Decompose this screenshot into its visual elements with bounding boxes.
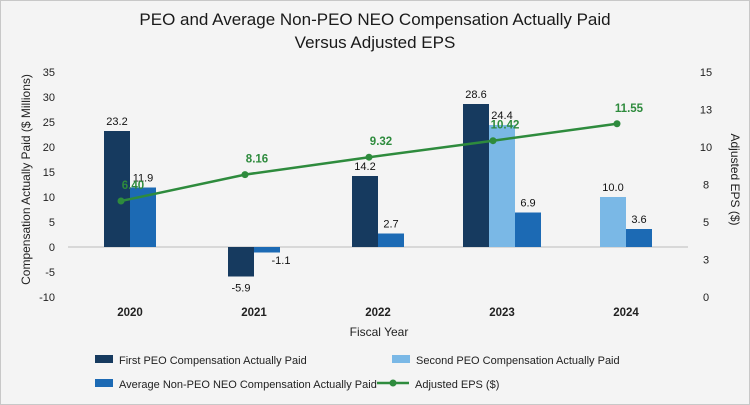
y2-tick-label: 8 [703, 180, 709, 192]
eps-data-label: 10.42 [491, 120, 520, 132]
y-tick-label: 15 [43, 167, 55, 179]
axes: 35302520151050-5-101513108530Compensatio… [19, 67, 742, 339]
x-tick-label: 2021 [241, 307, 267, 319]
eps-point [117, 197, 125, 205]
x-tick-label: 2023 [489, 307, 515, 319]
y-tick-label: -10 [39, 292, 55, 304]
eps-point [613, 120, 621, 128]
y2-tick-label: 13 [700, 105, 712, 117]
y2-tick-label: 0 [703, 292, 709, 304]
bar [378, 233, 404, 247]
legend-swatch [392, 355, 410, 363]
legend-label: First PEO Compensation Actually Paid [119, 355, 307, 367]
eps-line [117, 120, 621, 205]
chart-title-line-2: Versus Adjusted EPS [294, 33, 456, 52]
legend-label: Second PEO Compensation Actually Paid [416, 355, 620, 367]
y-tick-label: 30 [43, 92, 55, 104]
y2-tick-label: 3 [703, 255, 709, 267]
bar-data-label: 3.6 [631, 214, 646, 226]
x-tick-label: 2024 [613, 307, 639, 319]
bar-data-label: 2.7 [383, 219, 398, 231]
y-tick-label: 25 [43, 117, 55, 129]
legend-label: Adjusted EPS ($) [415, 379, 499, 391]
eps-data-label: 11.55 [615, 103, 644, 115]
y-tick-label: 0 [49, 242, 55, 254]
legend: First PEO Compensation Actually Paid Seco… [95, 355, 620, 391]
y-tick-label: 20 [43, 142, 55, 154]
y2-tick-label: 10 [700, 142, 712, 154]
bar [254, 247, 280, 253]
legend-line-marker [389, 379, 397, 387]
x-tick-label: 2022 [365, 307, 391, 319]
eps-data-label: 8.16 [246, 154, 268, 166]
bar-data-label: -5.9 [232, 283, 251, 295]
eps-point [365, 153, 373, 161]
y-tick-label: -5 [45, 267, 55, 279]
bar [104, 131, 130, 247]
x-tick-label: 2020 [117, 307, 143, 319]
eps-point [489, 137, 497, 145]
bar [352, 176, 378, 247]
bar-data-label: 28.6 [465, 89, 486, 101]
bar [228, 247, 254, 277]
legend-label: Average Non-PEO NEO Compensation Actuall… [119, 379, 377, 391]
chart-title-line-1: PEO and Average Non-PEO NEO Compensation… [139, 10, 611, 29]
data-labels: 23.2 11.9 -5.9 -1.1 14.2 2.7 28.6 24.4 6.9 10.0 3.… [106, 89, 646, 295]
bars [104, 104, 652, 277]
bar-data-label: 11.9 [133, 173, 154, 185]
bar [463, 104, 489, 247]
eps-data-label: 9.32 [370, 136, 392, 148]
bar [515, 212, 541, 247]
y-axis-title: Compensation Actually Paid ($ Millions) [19, 74, 33, 285]
bar-data-label: 14.2 [354, 161, 375, 173]
y2-tick-label: 5 [703, 217, 709, 229]
bar-data-label: -1.1 [272, 255, 291, 267]
chart-title: PEO and Average Non-PEO NEO Compensation… [0, 8, 750, 54]
bar-data-label: 6.9 [520, 198, 535, 210]
bar [600, 197, 626, 247]
x-axis-title: Fiscal Year [350, 325, 409, 339]
bar-data-label: 23.2 [106, 116, 127, 128]
eps-point [241, 171, 249, 179]
y-tick-label: 5 [49, 217, 55, 229]
y-tick-label: 35 [43, 67, 55, 79]
eps-data-label: 6.40 [122, 180, 144, 192]
y2-axis-title: Adjusted EPS ($) [728, 133, 742, 225]
legend-swatch [95, 379, 113, 387]
bar [489, 125, 515, 247]
y2-tick-label: 15 [700, 67, 712, 79]
bar-data-label: 10.0 [602, 182, 623, 194]
bar [626, 229, 652, 247]
bar-data-label: 24.4 [491, 110, 512, 122]
legend-swatch [95, 355, 113, 363]
y-tick-label: 10 [43, 192, 55, 204]
